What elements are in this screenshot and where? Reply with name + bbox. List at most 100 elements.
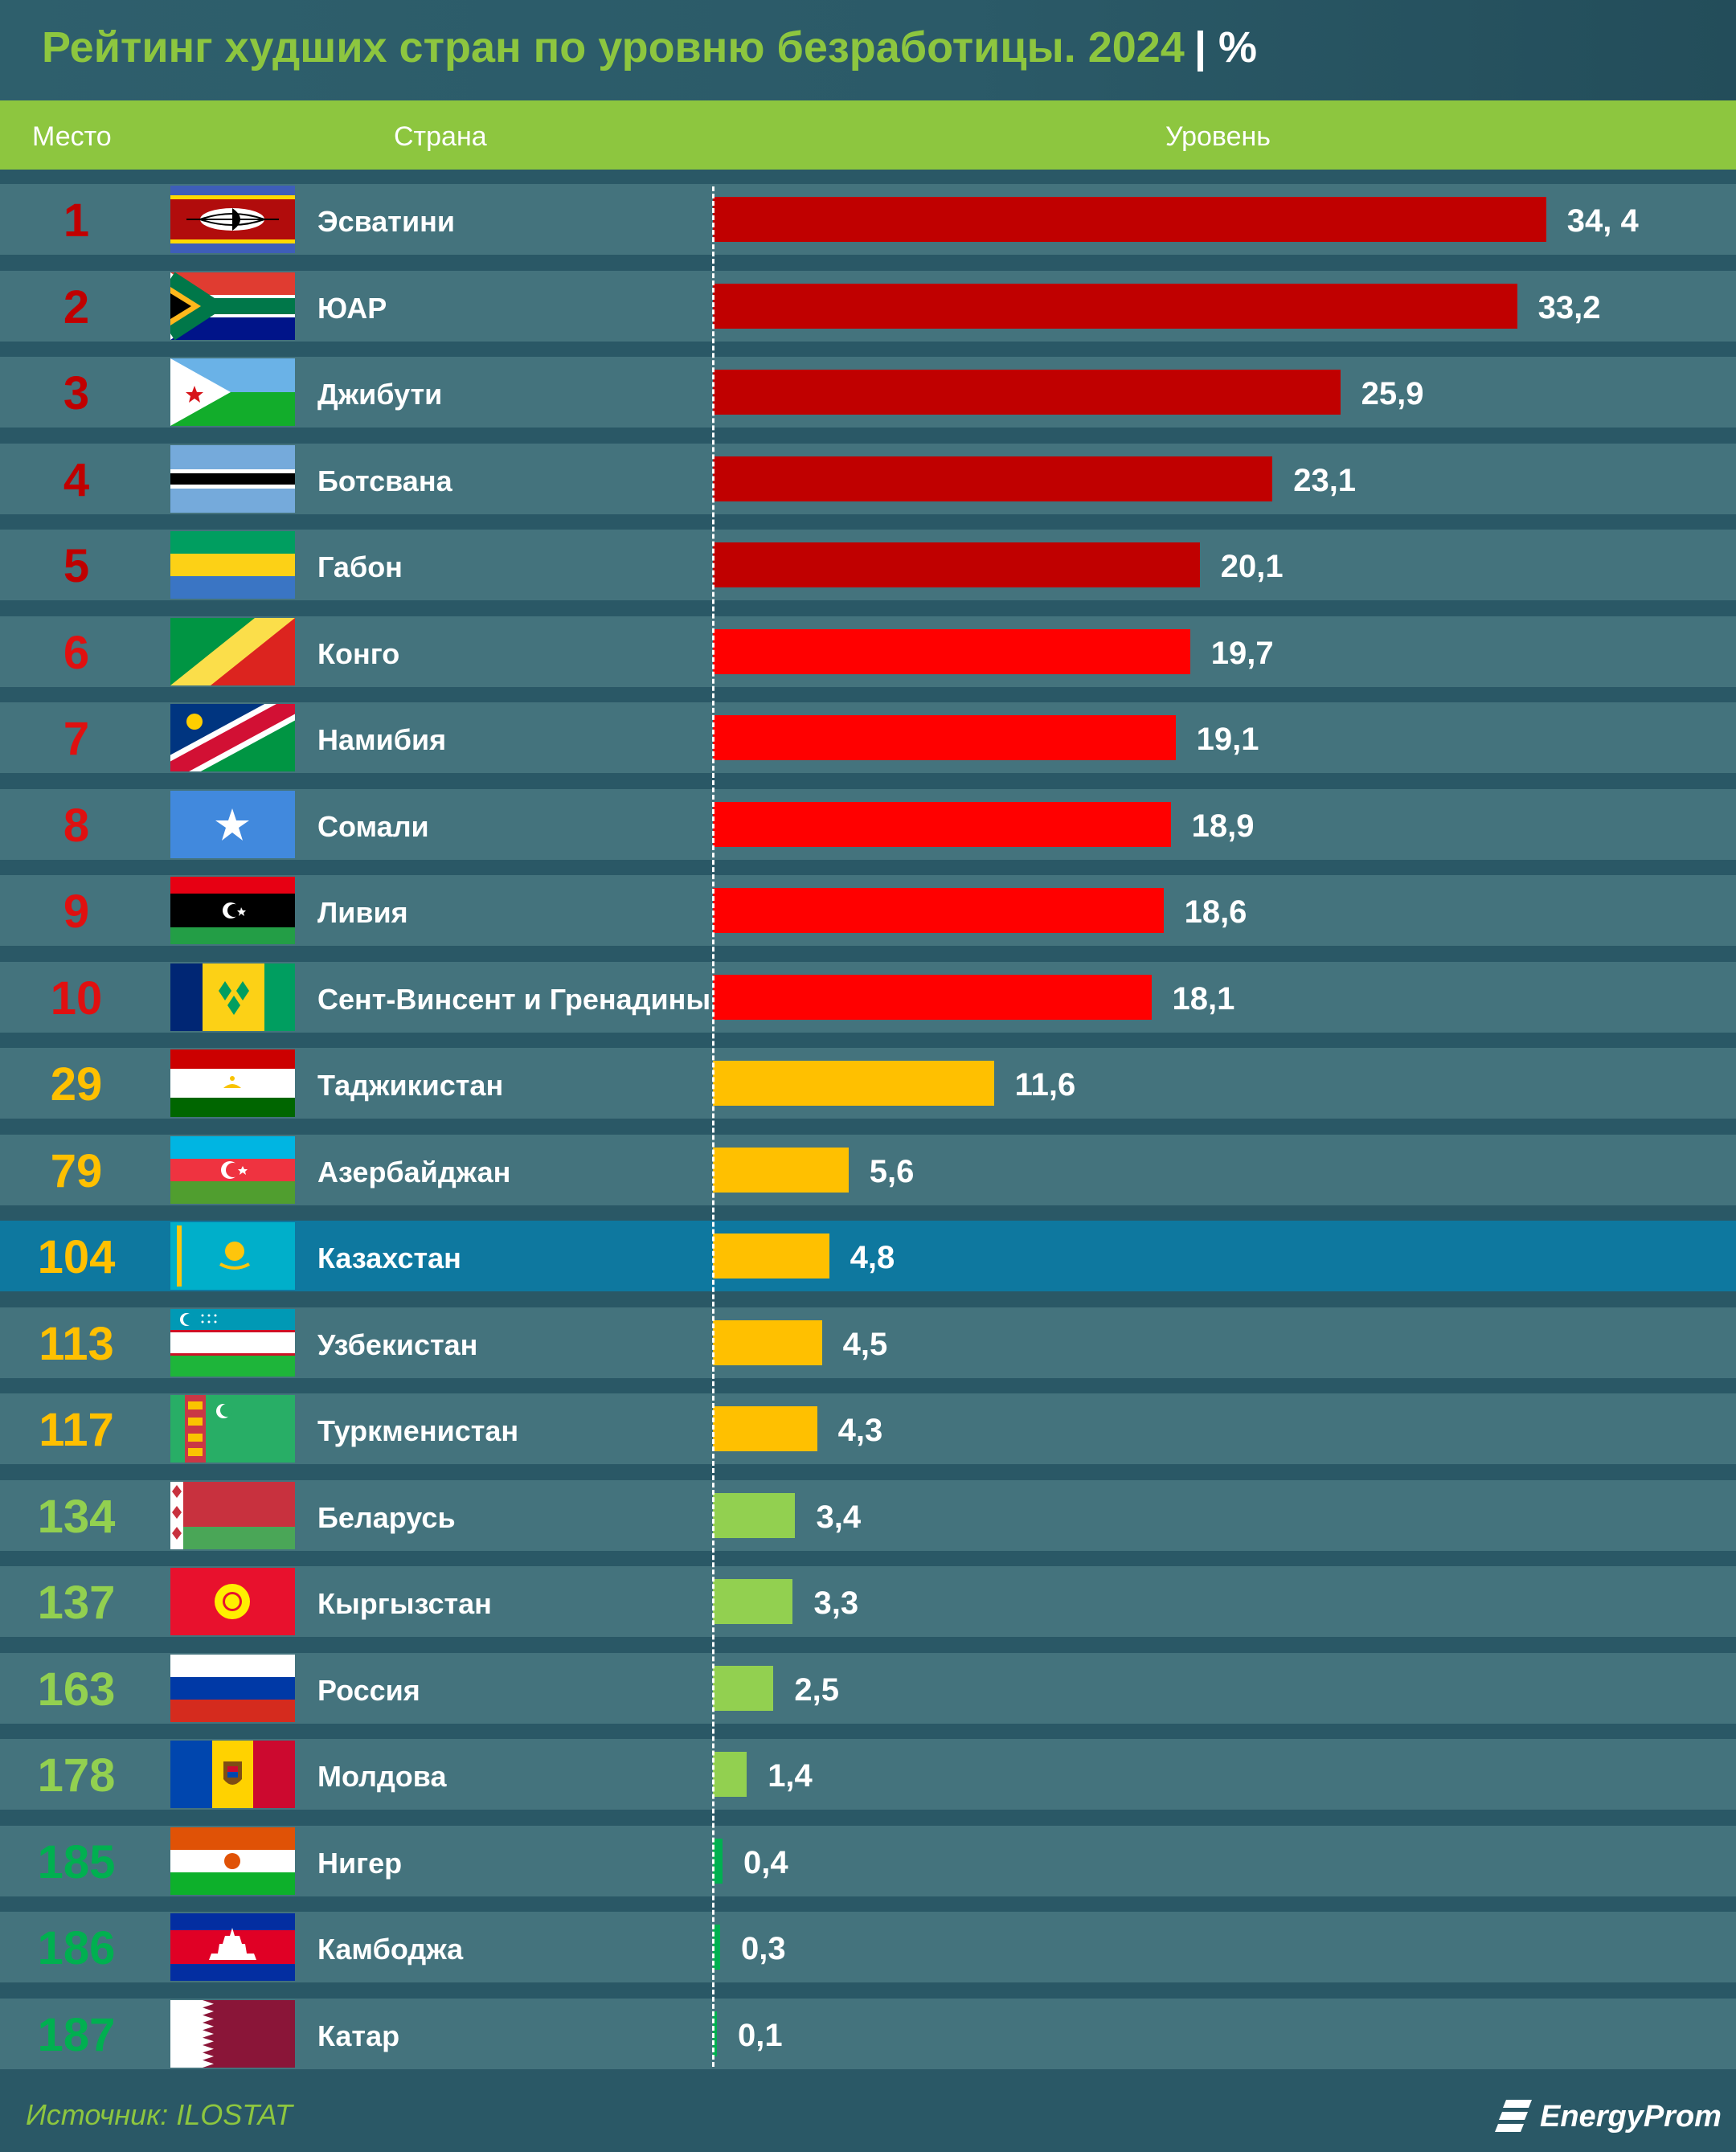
niger-flag: [170, 1827, 295, 1895]
south-africa-flag: [170, 272, 295, 340]
value-label: 5,6: [869, 1153, 915, 1189]
footer: Источник: ILOSTAT EnergyProm: [0, 2074, 1736, 2152]
rank-label: 79: [50, 1144, 103, 1197]
bar: [713, 715, 1176, 760]
st-vincent-flag: [170, 963, 295, 1031]
cambodia-flag: [170, 1913, 295, 1981]
bar: [713, 1234, 829, 1279]
country-label: Туркменистан: [317, 1414, 519, 1447]
rank-label: 4: [63, 453, 90, 506]
value-label: 20,1: [1220, 549, 1284, 584]
value-label: 34, 4: [1566, 203, 1639, 239]
rank-label: 185: [37, 1835, 116, 1888]
eswatini-flag: [170, 186, 295, 253]
value-label: 3,4: [816, 1499, 862, 1535]
value-label: 23,1: [1293, 462, 1357, 498]
value-label: 3,3: [813, 1585, 859, 1621]
bar: [713, 1579, 793, 1624]
value-label: 25,9: [1361, 376, 1424, 411]
value-label: 19,7: [1210, 635, 1274, 671]
rank-label: 163: [37, 1663, 116, 1716]
chart-title: Рейтинг худших стран по уровню безработи…: [42, 23, 1257, 72]
bar: [713, 542, 1200, 587]
rank-label: 117: [39, 1404, 114, 1456]
country-label: Ливия: [317, 896, 408, 929]
bar: [713, 197, 1546, 242]
value-label: 1,4: [768, 1758, 813, 1794]
somalia-flag: [170, 790, 295, 858]
russia-flag: [170, 1654, 295, 1722]
bar: [713, 456, 1273, 501]
logo-text: EnergyProm: [1540, 2100, 1722, 2134]
chart-row: 10 Сент-Винсент и Гренадины 18,1: [0, 961, 1736, 1033]
belarus-flag: [170, 1481, 295, 1549]
uzbekistan-flag: [170, 1308, 295, 1377]
rank-label: 137: [37, 1577, 116, 1629]
chart-row: 6 Конго 19,7: [0, 616, 1736, 687]
djibouti-flag: [170, 358, 295, 426]
value-label: 11,6: [1014, 1067, 1076, 1103]
rank-label: 1: [63, 194, 90, 247]
rank-label: 7: [63, 713, 90, 765]
bar: [713, 974, 1152, 1020]
header-level: Уровень: [1165, 121, 1271, 152]
value-label: 4,8: [850, 1240, 895, 1275]
rank-label: 186: [37, 1922, 116, 1974]
country-label: Азербайджан: [317, 1155, 511, 1189]
bar: [713, 370, 1341, 415]
country-label: Кыргызстан: [317, 1587, 492, 1620]
rank-label: 104: [37, 1231, 116, 1283]
source-text: Источник: ILOSTAT: [26, 2098, 293, 2131]
qatar-flag: [170, 1999, 295, 2068]
header-rank: Место: [32, 121, 112, 152]
bar: [713, 1838, 723, 1884]
value-label: 4,5: [842, 1326, 888, 1362]
chart-row: 134 Беларусь 3,4: [0, 1479, 1736, 1551]
rank-label: 5: [63, 540, 90, 592]
chart-row: 1 Эсватини 34, 4: [0, 184, 1736, 255]
country-label: Таджикистан: [317, 1069, 504, 1102]
chart-row: 187 Катар 0,1: [0, 1998, 1736, 2069]
tajikistan-flag: [170, 1049, 295, 1117]
bar: [713, 628, 1190, 674]
table-header: Место Страна Уровень: [0, 100, 1736, 170]
country-label: Камбоджа: [317, 1933, 464, 1966]
country-label: Конго: [317, 636, 400, 670]
rank-label: 9: [63, 886, 90, 938]
title-bar: Рейтинг худших стран по уровню безработи…: [0, 0, 1736, 100]
value-label: 0,3: [741, 1931, 786, 1966]
value-label: 18,6: [1184, 894, 1247, 930]
rank-label: 187: [37, 2008, 116, 2061]
value-label: 0,1: [738, 2017, 783, 2053]
chart-row: 163 Россия 2,5: [0, 1652, 1736, 1724]
moldova-flag: [170, 1741, 295, 1808]
chart-row: 5 Габон 20,1: [0, 530, 1736, 600]
title-separator: |: [1194, 23, 1206, 72]
chart-row: 4 Ботсвана 23,1: [0, 443, 1736, 514]
gabon-flag: [170, 531, 295, 599]
country-label: Сент-Винсент и Гренадины: [317, 982, 711, 1016]
country-label: Казахстан: [317, 1242, 461, 1274]
title-text: Рейтинг худших стран по уровню безработи…: [42, 23, 1185, 72]
congo-flag: [170, 617, 295, 685]
logo-mark-icon: [1495, 2100, 1532, 2132]
chart-row: 113 Узбекистан 4,5: [0, 1307, 1736, 1378]
bar: [713, 1925, 721, 1970]
title-unit: %: [1218, 23, 1257, 72]
bar: [713, 1665, 774, 1711]
chart-row: 178 Молдова 1,4: [0, 1739, 1736, 1810]
value-label: 19,1: [1196, 722, 1259, 757]
chart-row: 8 Сомали 18,9: [0, 788, 1736, 860]
value-label: 4,3: [837, 1413, 883, 1448]
country-label: Молдова: [317, 1760, 447, 1793]
value-label: 0,4: [743, 1844, 788, 1880]
bar: [713, 2011, 717, 2056]
energyprom-logo: EnergyProm: [1495, 2092, 1722, 2140]
country-label: Беларусь: [317, 1500, 456, 1534]
value-label: 33,2: [1537, 289, 1601, 325]
country-label: Узбекистан: [317, 1328, 478, 1361]
chart-row: 79 Азербайджан 5,6: [0, 1134, 1736, 1205]
country-label: Ботсвана: [317, 464, 452, 497]
bar: [713, 1406, 817, 1451]
chart-row: 29 Таджикистан 11,6: [0, 1048, 1736, 1119]
